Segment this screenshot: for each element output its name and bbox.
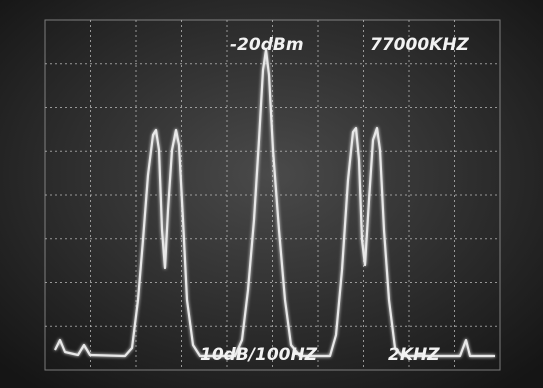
reference-level: -20dBm bbox=[230, 35, 304, 55]
span-setting: 2KHZ bbox=[388, 345, 440, 365]
graticule bbox=[44, 19, 501, 371]
scale-setting: 10dB/100HZ bbox=[200, 345, 318, 365]
spectrum-trace bbox=[54, 48, 495, 358]
center-frequency: 77000KHZ bbox=[370, 35, 470, 55]
